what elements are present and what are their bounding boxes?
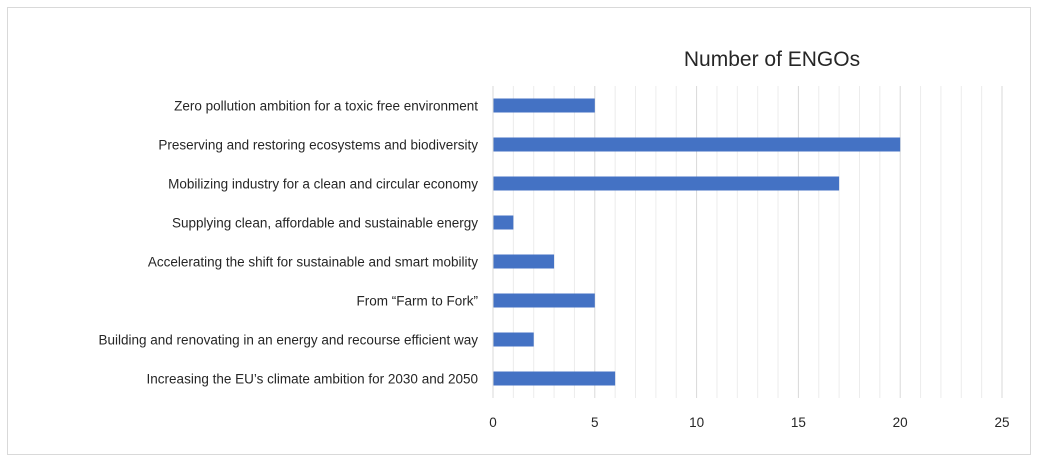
x-tick-label: 5 <box>591 415 599 430</box>
chart-title: Number of ENGOs <box>684 48 860 71</box>
category-label: Preserving and restoring ecosystems and … <box>158 138 478 153</box>
bar <box>493 371 616 386</box>
gridlines <box>512 86 1003 398</box>
x-tick-label: 25 <box>994 415 1009 430</box>
bar <box>493 293 595 308</box>
x-tick-label: 0 <box>489 415 497 430</box>
bar <box>493 332 534 347</box>
category-label: Mobilizing industry for a clean and circ… <box>168 177 478 192</box>
bar <box>493 254 555 269</box>
x-tick-label: 10 <box>689 415 704 430</box>
category-label: Supplying clean, affordable and sustaina… <box>172 216 478 231</box>
category-labels: Zero pollution ambition for a toxic free… <box>99 99 479 387</box>
category-label: Accelerating the shift for sustainable a… <box>148 255 478 270</box>
bars <box>493 98 901 386</box>
category-label: From “Farm to Fork” <box>357 294 479 309</box>
bar <box>493 98 595 113</box>
bar <box>493 215 514 230</box>
x-tick-label: 15 <box>791 415 806 430</box>
x-axis-tick-labels: 0 5 10 15 20 25 <box>489 415 1009 430</box>
category-label: Increasing the EU’s climate ambition for… <box>147 372 478 387</box>
x-tick-label: 20 <box>893 415 908 430</box>
category-label: Building and renovating in an energy and… <box>99 333 479 348</box>
category-label: Zero pollution ambition for a toxic free… <box>174 99 478 114</box>
bar <box>493 176 840 191</box>
bar <box>493 137 901 152</box>
